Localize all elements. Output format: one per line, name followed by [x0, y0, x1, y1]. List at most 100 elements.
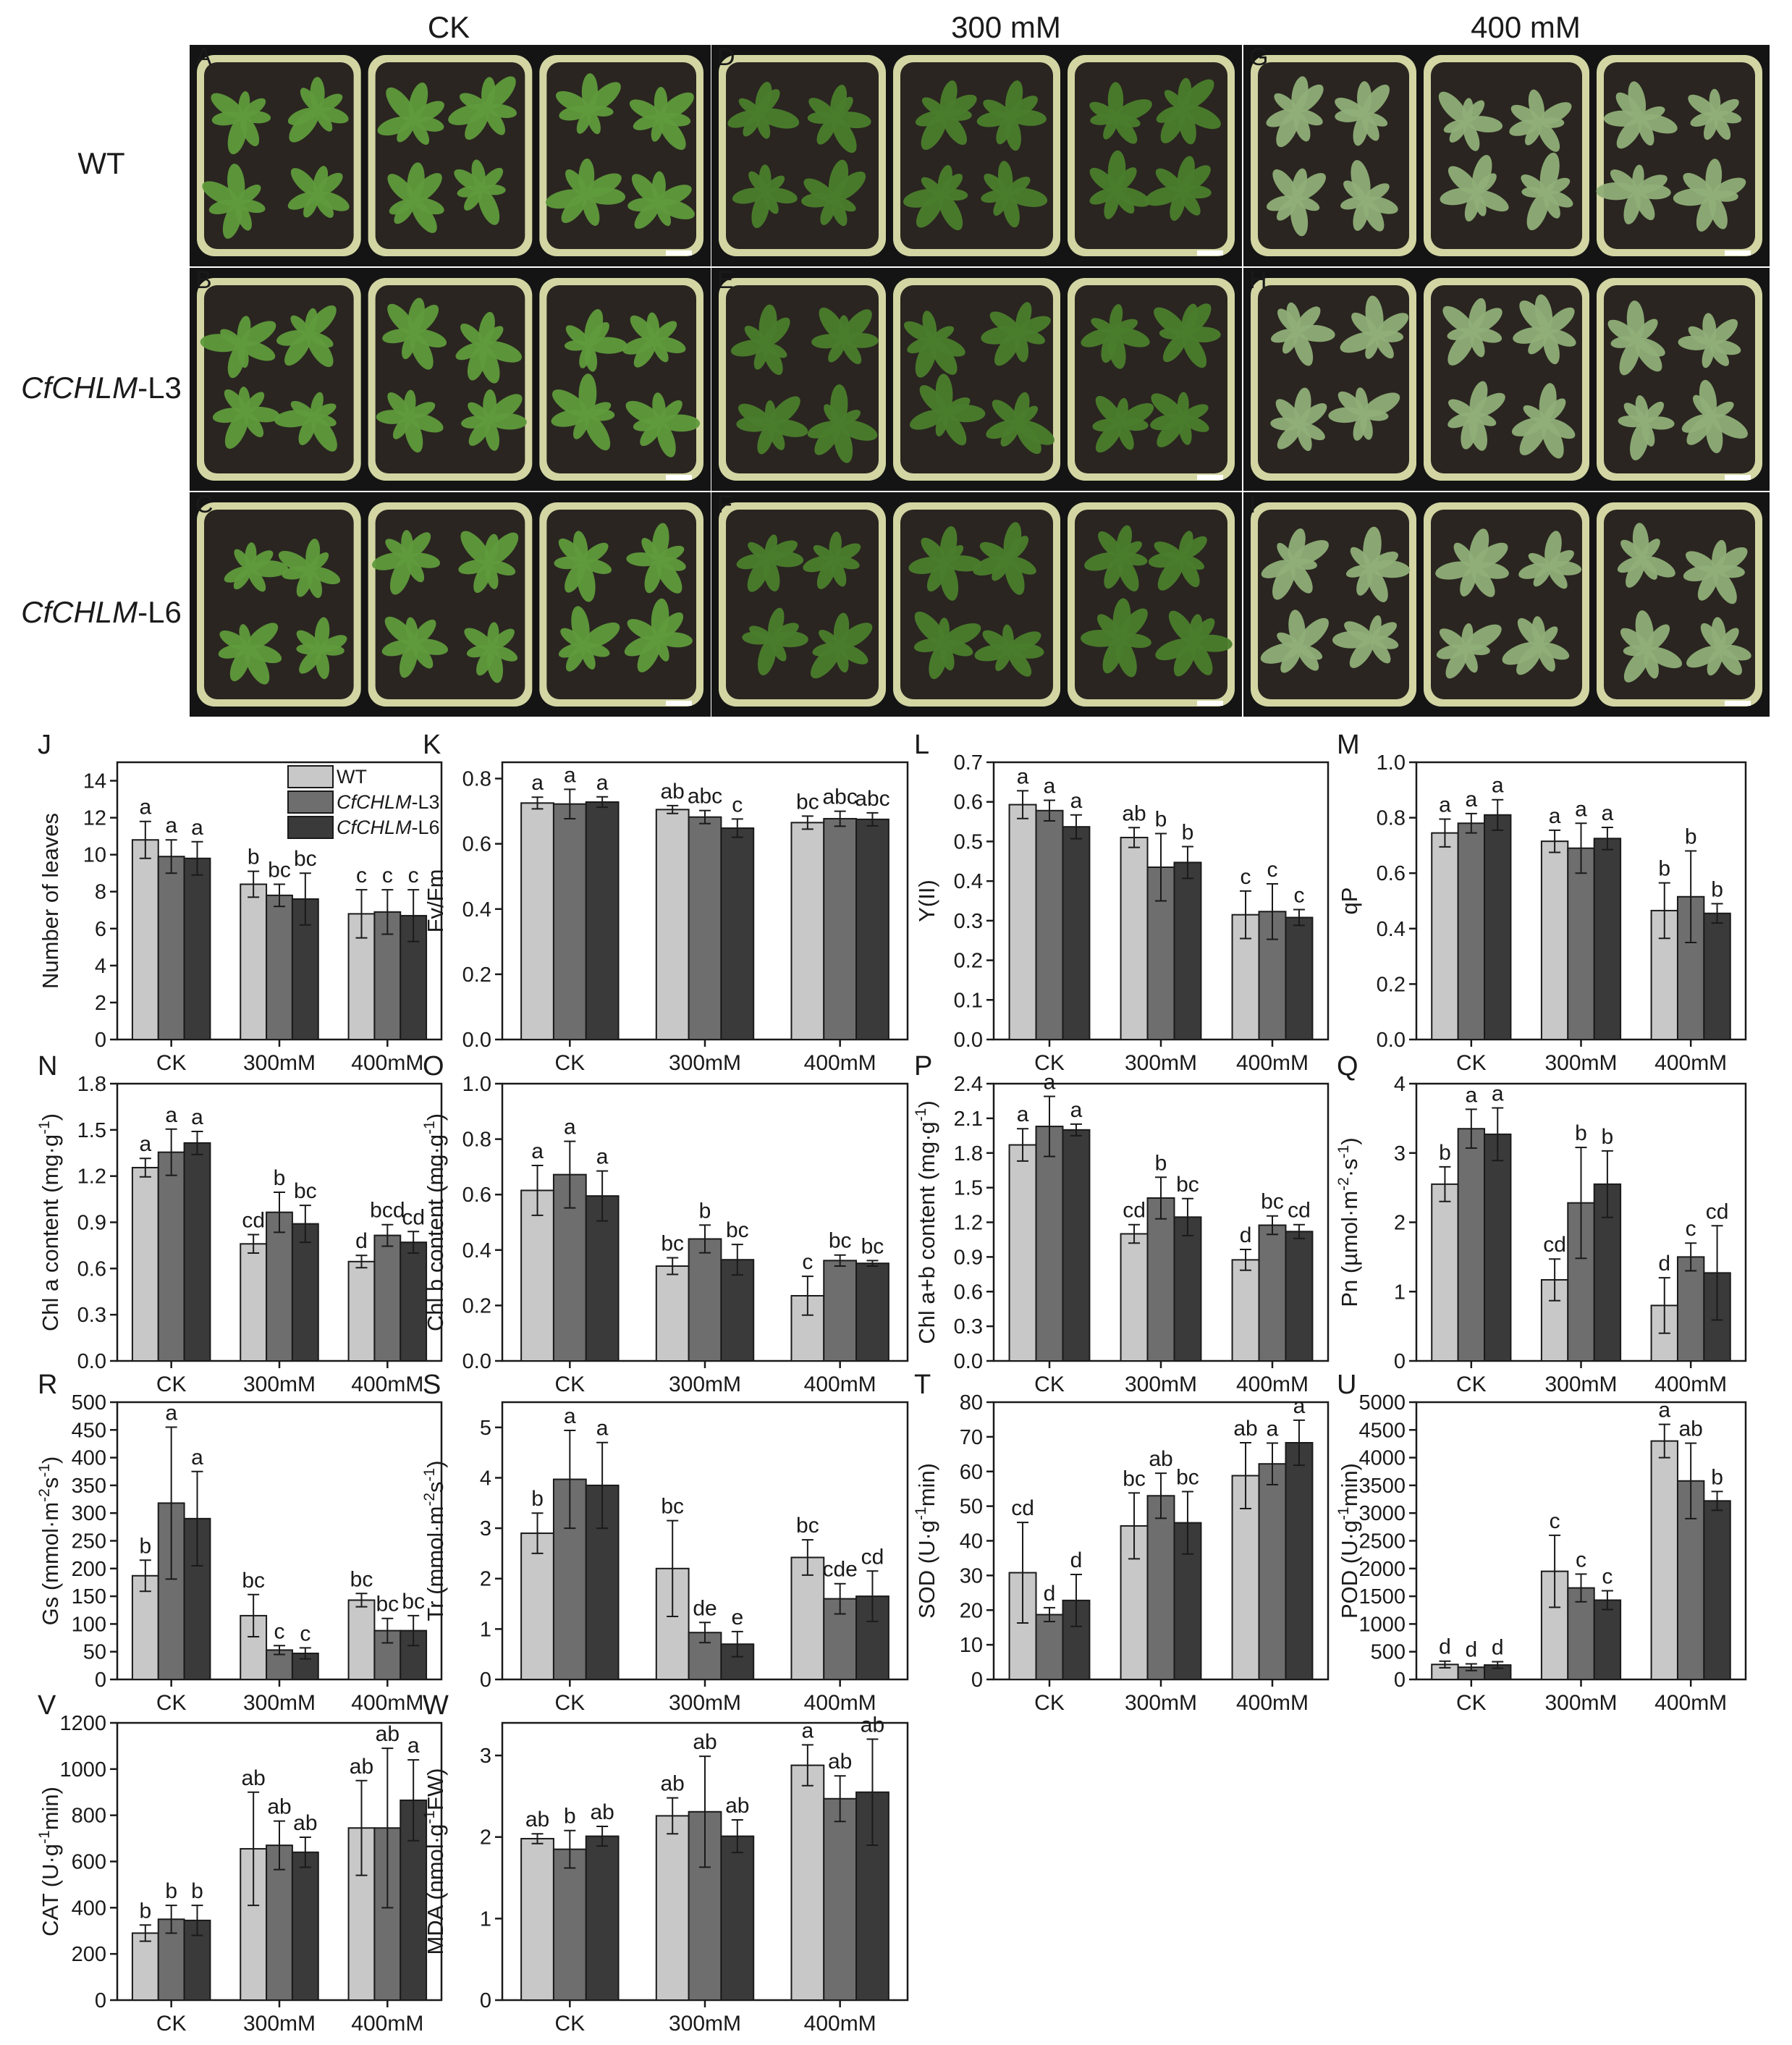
- y-axis-label-part: Gs (mmol·m: [38, 1502, 63, 1625]
- y-tick-label: 0.2: [1377, 973, 1406, 996]
- significance-label: ab: [590, 1800, 614, 1824]
- bar: [347, 1260, 376, 1362]
- rosette-leaf: [1538, 122, 1560, 152]
- significance-label: d: [1044, 1582, 1056, 1606]
- bar: [240, 1243, 268, 1362]
- y-tick-label: 3: [1394, 1142, 1406, 1165]
- bar: [291, 1652, 319, 1681]
- panel-letter: L: [914, 730, 929, 760]
- rosette-leaf: [240, 321, 276, 347]
- significance-label: a: [1017, 1102, 1029, 1126]
- rosette-leaf: [290, 400, 314, 418]
- bar: [1593, 1599, 1622, 1680]
- bar: [823, 1797, 858, 2001]
- rosette-leaf: [921, 113, 947, 150]
- significance-label: bc: [796, 790, 819, 814]
- rosette-leaf: [769, 396, 800, 426]
- rosette-leaf: [1297, 424, 1312, 452]
- rosette-leaf: [1160, 107, 1186, 143]
- bar: [347, 1599, 376, 1680]
- legend-label-italic: CfCHLM: [337, 791, 412, 813]
- significance-label: c: [732, 793, 743, 817]
- rosette-leaf: [411, 304, 439, 334]
- rosette-leaf: [242, 98, 266, 118]
- significance-label: bc: [661, 1232, 684, 1256]
- significance-label: bc: [350, 1567, 373, 1591]
- panel-letter: U: [1337, 1370, 1356, 1400]
- rosette-leaf: [1447, 166, 1478, 195]
- rosette-leaf: [387, 174, 415, 203]
- rosette-leaf: [1182, 404, 1209, 421]
- bar: [552, 1848, 587, 2002]
- row-title-italic: CfCHLM: [21, 371, 138, 405]
- photo-cell: D: [711, 43, 1242, 266]
- x-tick-label: 400mM: [1236, 1373, 1309, 1396]
- y-axis-label-part: min): [914, 1463, 939, 1506]
- y-tick-label: 70: [960, 1426, 983, 1449]
- legend-label-italic: CfCHLM: [337, 817, 412, 838]
- rosette-leaf: [1471, 308, 1503, 334]
- rosette-leaf: [1445, 647, 1468, 679]
- legend-label: CfCHLM-L3: [337, 791, 440, 813]
- rosette-leaf: [1528, 89, 1544, 123]
- rosette-leaf: [1006, 177, 1031, 195]
- panel-letter: H: [1249, 266, 1267, 294]
- rosette-leaf: [1688, 326, 1712, 346]
- significance-label: a: [1465, 1083, 1477, 1107]
- rosette-leaf: [571, 606, 590, 646]
- significance-label: ab: [1678, 1417, 1702, 1441]
- significance-label: bc: [242, 1569, 265, 1593]
- rosette-leaf: [1686, 646, 1721, 668]
- row-title-2: CfCHLM-L6: [21, 595, 182, 629]
- significance-label: de: [693, 1596, 717, 1620]
- rosette-leaf: [1475, 173, 1497, 194]
- rosette-leaf: [392, 416, 410, 439]
- rosette-leaf: [1114, 190, 1135, 214]
- rosette-leaf: [1719, 628, 1739, 650]
- y-axis-label: Chl b content (mg·g-1): [421, 1113, 448, 1331]
- y-tick-label: 0.6: [954, 1281, 983, 1304]
- rosette-leaf: [555, 90, 591, 113]
- significance-label: c: [802, 1250, 813, 1274]
- rosette-leaf: [979, 541, 1010, 562]
- chart-U: U 0 500 1000 1500 2000 2500 3000 3500 4000 4500 500…: [1335, 1370, 1747, 1715]
- rosette-leaf: [385, 539, 409, 559]
- significance-label: a: [1492, 774, 1504, 798]
- rosette-leaf: [757, 424, 774, 455]
- significance-label: bc: [829, 1229, 852, 1253]
- rosette-leaf: [625, 400, 662, 426]
- significance-label: cd: [1011, 1496, 1034, 1520]
- rosette-leaf: [627, 619, 659, 641]
- significance-label: bc: [1176, 1173, 1199, 1197]
- bar: [373, 1234, 402, 1362]
- rosette-leaf: [386, 87, 415, 122]
- rosette-leaf: [807, 421, 840, 439]
- significance-label: d: [1070, 1548, 1083, 1572]
- significance-label: d: [1465, 1638, 1477, 1662]
- y-tick-label: 0.3: [954, 910, 983, 933]
- y-tick-label: 0.6: [1377, 862, 1406, 885]
- rosette-leaf: [657, 545, 685, 562]
- y-tick-label: 0.1: [954, 989, 983, 1012]
- rosette-leaf: [244, 392, 265, 414]
- x-tick-label: 300mM: [1125, 1373, 1197, 1396]
- rosette-leaf: [1260, 643, 1300, 664]
- rosette-leaf: [1355, 387, 1369, 415]
- rosette-leaf: [1607, 319, 1638, 342]
- significance-label: c: [356, 864, 367, 887]
- rosette-leaf: [993, 193, 1009, 216]
- rosette-leaf: [211, 93, 244, 119]
- y-tick-label: 1.0: [462, 1073, 491, 1096]
- rosette-leaf: [816, 117, 837, 145]
- significance-label: a: [596, 1145, 609, 1169]
- rosette-leaf: [464, 188, 483, 211]
- y-tick-label: 1200: [59, 1712, 106, 1735]
- rosette-leaf: [656, 612, 684, 640]
- y-tick-label: 30: [960, 1564, 983, 1587]
- y-tick-label: 0.0: [462, 1350, 491, 1373]
- photo-cell: G: [1243, 43, 1770, 266]
- rosette-leaf: [278, 551, 311, 573]
- rosette-leaf: [1162, 334, 1187, 363]
- significance-label: a: [802, 1719, 814, 1742]
- significance-label: a: [531, 771, 544, 795]
